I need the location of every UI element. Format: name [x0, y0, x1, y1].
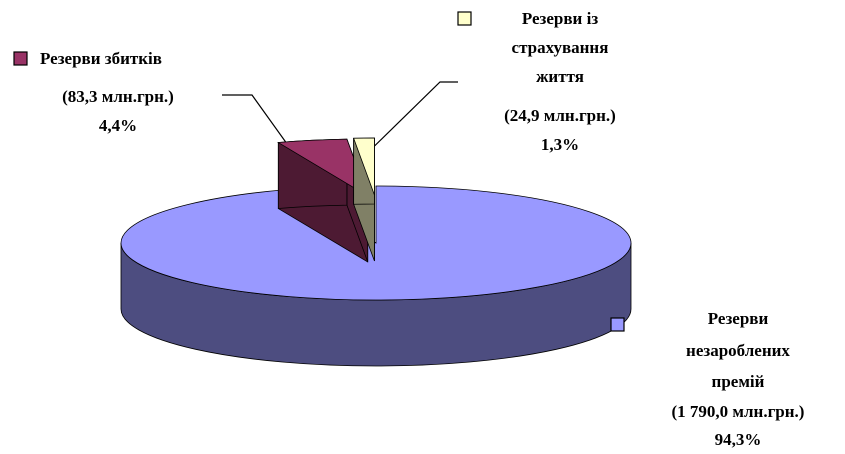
slice-label: Резерви — [708, 309, 769, 328]
value-label: 1,3% — [541, 135, 579, 154]
amount-label: (1 790,0 млн.грн.) — [672, 402, 805, 421]
slice — [120, 185, 632, 301]
legend-key — [13, 51, 28, 66]
slice-label: премій — [712, 372, 765, 391]
leader-line — [351, 81, 458, 169]
legend-key — [457, 11, 472, 26]
leader-line — [222, 94, 301, 163]
value-label: 4,4% — [99, 116, 137, 135]
slice-label: життя — [536, 67, 584, 86]
slice-label: страхування — [512, 38, 609, 57]
legend-key — [610, 317, 625, 332]
slice-label: Резерви із — [522, 9, 598, 28]
slice-label: Резерви збитків — [40, 49, 162, 68]
slice — [277, 138, 369, 197]
slice-label: незароблених — [686, 341, 790, 360]
value-label: 94,3% — [715, 430, 762, 449]
amount-label: (83,3 млн.грн.) — [62, 87, 174, 106]
slice — [353, 137, 375, 196]
amount-label: (24,9 млн.грн.) — [504, 106, 616, 125]
